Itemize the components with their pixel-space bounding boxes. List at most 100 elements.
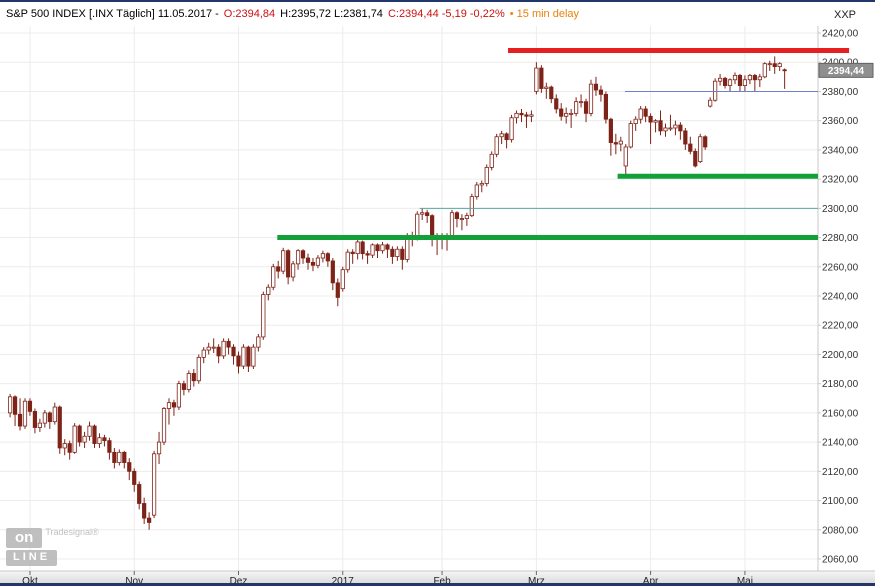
chart-header: S&P 500 INDEX [.INX Täglich] 11.05.2017 … [0, 4, 875, 24]
candle [295, 250, 301, 265]
candle [300, 250, 306, 259]
grid [0, 26, 818, 571]
y-tick-label: 2340,00 [822, 145, 859, 156]
candle [544, 86, 549, 89]
delay-note: • 15 min delay [509, 8, 580, 20]
candle [549, 86, 554, 100]
y-tick-label: 2180,00 [822, 379, 859, 390]
candle [762, 63, 767, 78]
candle [608, 118, 613, 143]
candle [613, 142, 618, 145]
y-tick-label: 2080,00 [822, 525, 859, 536]
candle [27, 400, 33, 412]
candle [97, 437, 102, 444]
candle [420, 212, 425, 215]
candle [737, 74, 743, 87]
candle [603, 93, 609, 120]
candle [325, 253, 330, 262]
candle [717, 77, 723, 82]
candle [186, 373, 191, 390]
candle [52, 406, 57, 423]
y-tick-label: 2320,00 [822, 175, 859, 186]
x-tick-label: 2017 [332, 576, 355, 586]
x-tick-label: Feb [433, 576, 451, 586]
candle [395, 248, 400, 257]
candle [57, 406, 62, 449]
candle [415, 213, 420, 238]
candle [161, 408, 167, 443]
candle [777, 63, 782, 68]
candle [782, 69, 787, 72]
candle [673, 124, 678, 129]
candle [643, 108, 648, 117]
candle [286, 250, 291, 278]
candle [315, 257, 321, 266]
candle [231, 346, 236, 357]
y-tick-label: 2160,00 [822, 408, 859, 419]
candle [653, 120, 658, 123]
instrument-title: S&P 500 INDEX [.INX Täglich] 11.05.2017 … [6, 8, 219, 20]
x-axis[interactable]: Okt Nov Dez 2017 Feb Mrz Apr Mai [0, 570, 875, 586]
candle [489, 153, 494, 168]
logo-line-block: LINE [6, 550, 58, 566]
x-tick-label: Mrz [528, 576, 545, 586]
candle [191, 373, 196, 382]
candle [499, 133, 504, 138]
close-change-value: C:2394,44 -5,19 -0,22% [387, 8, 505, 20]
candle [340, 269, 345, 290]
candle [201, 349, 206, 358]
candle [291, 263, 296, 278]
candle [271, 266, 276, 288]
candle [484, 167, 489, 184]
candle [132, 470, 137, 485]
candle [72, 425, 77, 453]
price-marker-label: 2394,44 [828, 66, 865, 77]
candle [425, 212, 430, 217]
x-tick-label: Nov [125, 576, 143, 586]
candle [767, 63, 772, 66]
y-tick-label: 2260,00 [822, 262, 859, 273]
candle [529, 114, 534, 117]
candle [261, 294, 266, 338]
candle [305, 257, 311, 263]
candle [211, 346, 216, 349]
candle [112, 451, 117, 463]
candle [678, 124, 683, 132]
candle [171, 402, 177, 408]
candle [732, 74, 738, 81]
tradesignal-logo: on Tradesignal® LINE [6, 528, 99, 566]
y-axis[interactable]: 2420,002400,002380,002360,002340,002320,… [817, 26, 859, 571]
candle [569, 112, 574, 115]
candle [7, 396, 13, 414]
candle [176, 383, 182, 408]
candle [554, 98, 559, 110]
candle [668, 127, 673, 130]
candle [276, 266, 281, 272]
candle [772, 63, 777, 68]
candle [524, 114, 529, 117]
candle [693, 150, 698, 167]
candle [658, 120, 663, 132]
candlestick-series [7, 56, 787, 530]
y-tick-label: 2240,00 [822, 292, 859, 303]
candle [593, 83, 599, 91]
candle [355, 241, 360, 255]
candle [22, 400, 28, 427]
candle [727, 79, 733, 86]
candle [365, 253, 370, 256]
candle [742, 79, 748, 86]
y-tick-label: 2140,00 [822, 438, 859, 449]
candle [102, 437, 107, 442]
candle [345, 251, 350, 271]
candle [385, 244, 390, 250]
candle [638, 108, 643, 120]
candle [92, 425, 97, 444]
candle [375, 244, 380, 252]
price-marker: 2394,44 [818, 62, 874, 78]
y-tick-label: 2380,00 [822, 87, 859, 98]
candle [519, 112, 524, 116]
candle [430, 215, 435, 238]
x-tick-label: Apr [643, 576, 659, 586]
candle [181, 383, 186, 390]
